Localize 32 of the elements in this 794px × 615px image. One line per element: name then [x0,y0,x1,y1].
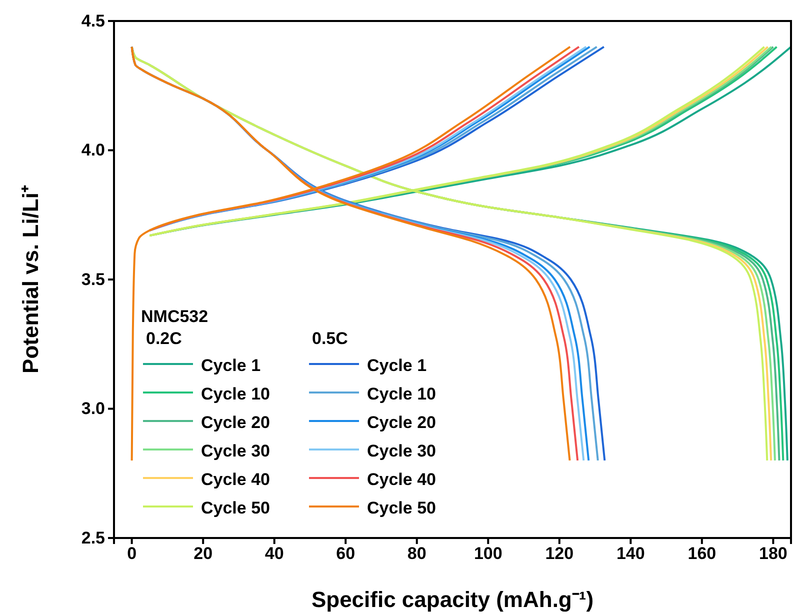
x-tick-label: 160 [688,544,716,564]
annotation: 0.2C [146,329,182,348]
y-tick-label: 2.5 [81,528,105,548]
x-tick-label: 80 [407,544,426,564]
legend-label: Cycle 1 [201,356,261,375]
x-tick-label: 60 [336,544,356,564]
legend-label: Cycle 30 [201,442,270,460]
annotation: 0.5C [312,329,348,348]
x-tick-label: 40 [264,544,284,564]
y-axis-title: Potential vs. Li/Li⁺ [18,184,43,374]
legend-label: Cycle 20 [201,413,270,432]
x-axis-title: Specific capacity (mAh.g⁻¹) [311,587,594,612]
legend-label: Cycle 40 [367,470,436,489]
x-tick-label: 180 [758,544,788,564]
legend-label: Cycle 50 [367,498,436,518]
legend-label: Cycle 10 [367,384,436,404]
legend-title: NMC532 [141,307,208,326]
y-tick-label: 4.0 [81,140,105,160]
legend-label: Cycle 20 [367,413,436,432]
x-tick-label: 100 [474,544,502,564]
x-tick-label: 20 [194,544,213,564]
legend-label: Cycle 50 [201,498,270,518]
y-tick-label: 4.5 [81,11,105,30]
x-tick-label: 0 [127,544,137,564]
y-tick-label: 3.0 [81,399,105,418]
legend-label: Cycle 1 [367,356,427,375]
y-tick-label: 3.5 [81,270,105,289]
legend-label: Cycle 30 [367,442,436,460]
legend-label: Cycle 40 [201,470,270,489]
x-tick-label: 140 [616,544,645,564]
x-tick-label: 120 [545,544,574,564]
legend-label: Cycle 10 [201,384,270,404]
